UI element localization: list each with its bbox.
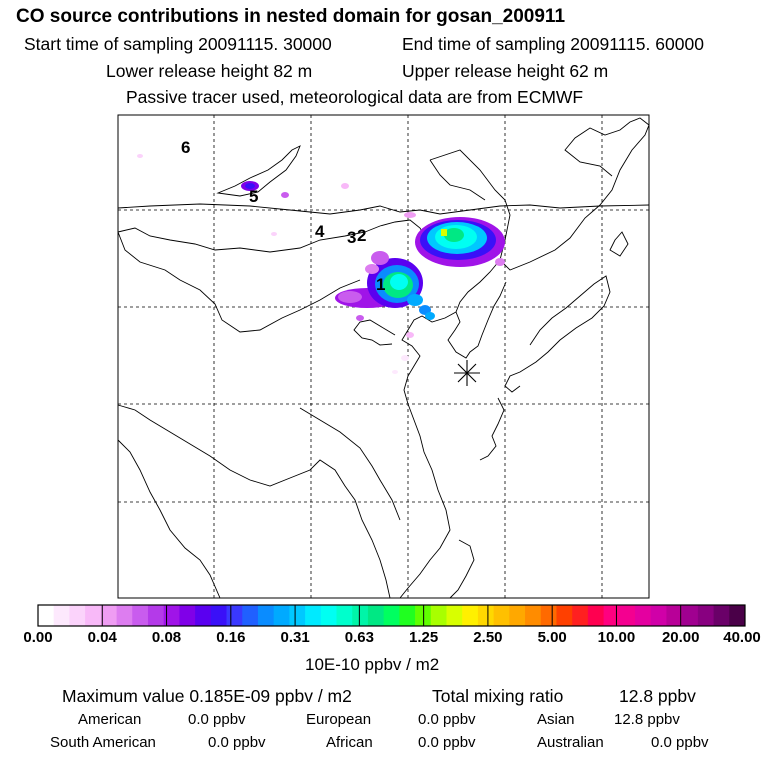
european-label: European	[306, 711, 372, 728]
american-label: American	[78, 711, 142, 728]
colorbar-cell	[226, 605, 243, 626]
colorbar-tick-label: 5.00	[537, 629, 567, 646]
colorbar	[37, 604, 746, 627]
coastlines	[117, 117, 650, 599]
colorbar-cell	[477, 605, 495, 626]
colorbar-cell	[336, 605, 353, 626]
source-label-6: 6	[181, 138, 190, 157]
colorbar-cell	[650, 605, 667, 626]
colorbar-cell	[713, 605, 730, 626]
colorbar-cell	[289, 605, 306, 626]
end-time-label: End time of sampling 20091115. 60000	[402, 34, 704, 54]
colorbar-cell	[572, 605, 589, 626]
colorbar-tick-label: 0.16	[216, 629, 246, 646]
colorbar-cell	[587, 605, 604, 626]
african-label: African	[326, 734, 373, 751]
colorbar-cell	[179, 605, 196, 626]
european-value: 0.0 ppbv	[418, 711, 476, 728]
colorbar-cell	[242, 605, 259, 626]
colorbar-cell	[53, 605, 70, 626]
total-mixing-value: 12.8 ppbv	[619, 686, 696, 706]
colorbar-tick-label: 20.00	[661, 629, 700, 646]
source-label-1: 1	[376, 275, 385, 294]
colorbar-tick-label: 10.00	[597, 629, 636, 646]
colorbar-tick-label: 0.08	[151, 629, 182, 646]
american-value: 0.0 ppbv	[188, 711, 246, 728]
colorbar-cell	[556, 605, 573, 626]
colorbar-tick-label: 0.04	[87, 629, 117, 646]
colorbar-cell	[132, 605, 149, 626]
start-time-label: Start time of sampling 20091115. 30000	[24, 34, 332, 54]
colorbar-cell	[100, 605, 117, 626]
colorbar-tick-label: 0.31	[280, 629, 310, 646]
colorbar-cell	[273, 605, 290, 626]
colorbar-cell	[729, 605, 746, 626]
colorbar-cell	[603, 605, 620, 626]
maximum-value-label: Maximum value 0.185E-09 ppbv / m2	[62, 686, 352, 706]
colorbar-cell	[383, 605, 400, 626]
south-american-label: South American	[50, 734, 156, 751]
colorbar-unit-label: 10E-10 ppbv / m2	[305, 655, 440, 674]
colorbar-cell	[635, 605, 652, 626]
map-frame	[117, 114, 650, 599]
colorbar-cell	[257, 605, 275, 626]
colorbar-cell	[697, 605, 714, 626]
colorbar-tick-label: 40.00	[723, 629, 761, 646]
colorbar-cell	[540, 605, 557, 626]
asian-value: 12.8 ppbv	[614, 711, 680, 728]
colorbar-cell	[682, 605, 699, 626]
source-label-4: 4	[315, 222, 325, 241]
south-american-value: 0.0 ppbv	[208, 734, 266, 751]
asian-label: Asian	[537, 711, 575, 728]
lower-release-label: Lower release height 82 m	[106, 61, 313, 81]
colorbar-cell	[305, 605, 322, 626]
info-line: Passive tracer used, meteorological data…	[126, 87, 584, 107]
colorbar-cell	[509, 605, 526, 626]
colorbar-cell	[525, 605, 542, 626]
page-title: CO source contributions in nested domain…	[16, 6, 566, 27]
total-mixing-label: Total mixing ratio	[432, 686, 564, 706]
colorbar-cell	[195, 605, 212, 626]
tracer-plume	[137, 154, 505, 374]
asterisk-icon	[454, 360, 480, 386]
colorbar-cell	[210, 605, 227, 626]
colorbar-cell	[415, 605, 432, 626]
colorbar-tick-label: 0.63	[344, 629, 374, 646]
source-label-5: 5	[249, 187, 258, 206]
source-label-2: 2	[357, 226, 366, 245]
colorbar-cell	[430, 605, 447, 626]
colorbar-cell	[38, 605, 55, 626]
colorbar-cell	[320, 605, 337, 626]
colorbar-tick-label: 2.50	[473, 629, 503, 646]
colorbar-cell	[163, 605, 180, 626]
colorbar-cell	[367, 605, 385, 626]
colorbar-cell	[399, 605, 416, 626]
colorbar-cell	[462, 605, 479, 626]
colorbar-cell	[85, 605, 102, 626]
australian-value: 0.0 ppbv	[651, 734, 709, 751]
colorbar-cell	[352, 605, 369, 626]
colorbar-cell	[446, 605, 463, 626]
source-label-3: 3	[347, 228, 356, 247]
colorbar-tick-label: 1.25	[409, 629, 439, 646]
upper-release-label: Upper release height 62 m	[402, 61, 609, 81]
colorbar-tick-label: 0.00	[23, 629, 53, 646]
colorbar-cell	[69, 605, 86, 626]
colorbar-cell	[493, 605, 510, 626]
colorbar-cell	[666, 605, 683, 626]
colorbar-cell	[619, 605, 636, 626]
colorbar-cell	[116, 605, 133, 626]
colorbar-cell	[147, 605, 165, 626]
australian-label: Australian	[537, 734, 604, 751]
african-value: 0.0 ppbv	[418, 734, 476, 751]
map-panel: 6 5 4 3 2 1	[117, 114, 650, 599]
